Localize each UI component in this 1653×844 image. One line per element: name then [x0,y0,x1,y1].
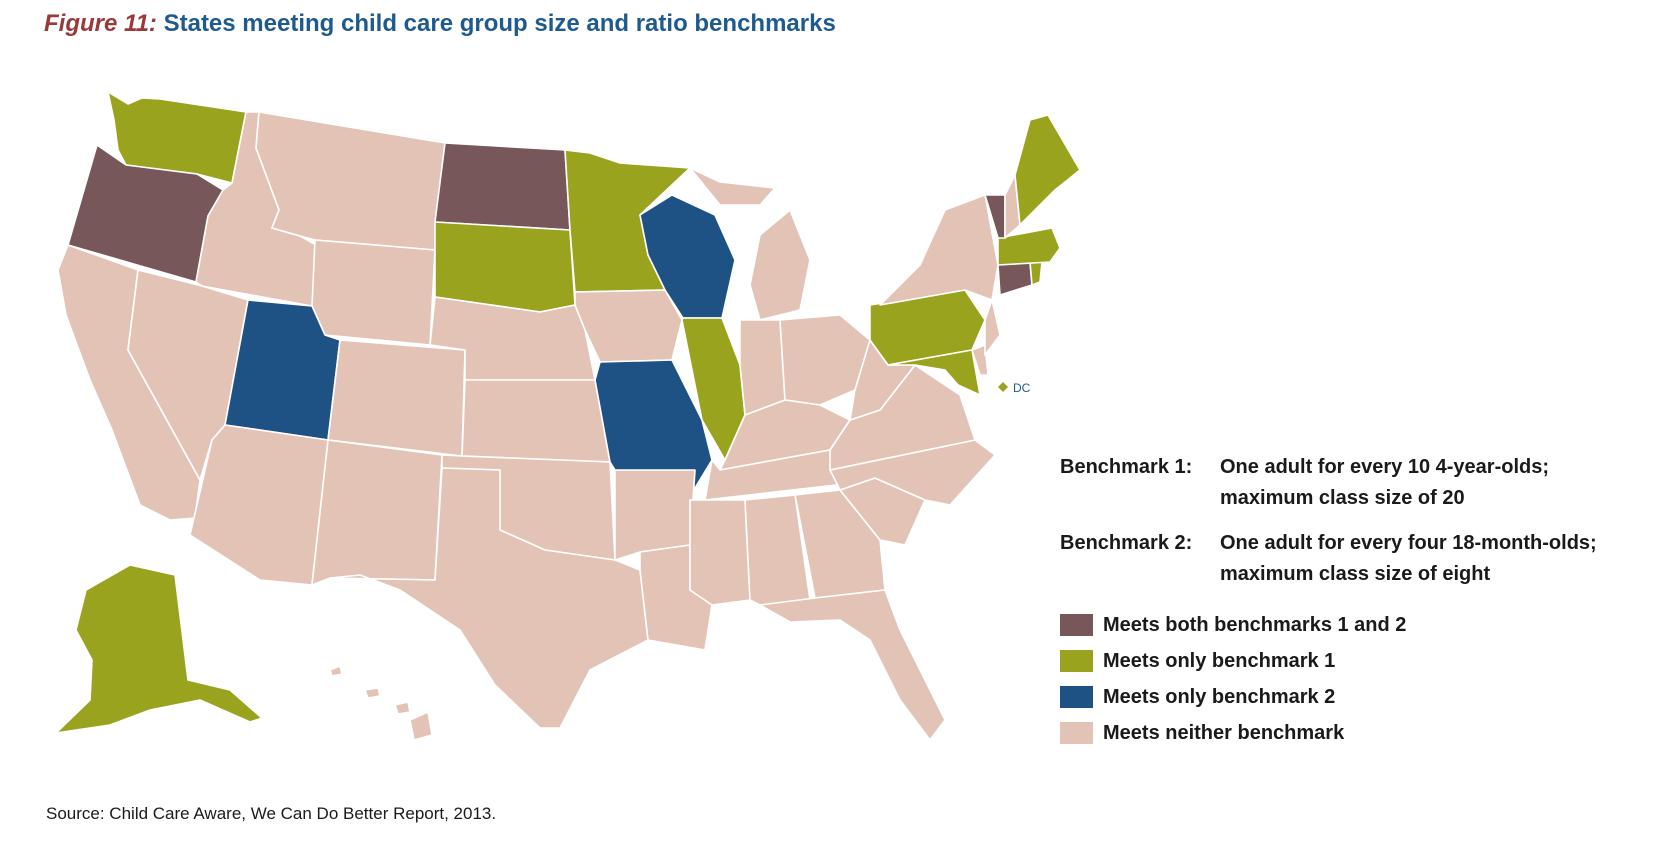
legend-swatch-only-1 [1060,650,1093,672]
figure-title-text: States meeting child care group size and… [163,10,836,37]
legend-item-only-2: Meets only benchmark 2 [1060,679,1406,715]
legend-label-neither: Meets neither benchmark [1103,721,1345,744]
source-note: Source: Child Care Aware, We Can Do Bett… [46,804,497,823]
state-hawaii-4[interactable] [409,711,433,741]
benchmark-2: Benchmark 2: One adult for every four 18… [1060,528,1597,590]
benchmark-1-text: One adult for every 10 4-year-olds; maxi… [1220,452,1549,514]
benchmark-1-label: Benchmark 1: [1060,456,1193,478]
legend-item-only-1: Meets only benchmark 1 [1060,643,1406,679]
benchmark-2-text: One adult for every four 18-month-olds; … [1220,528,1597,590]
benchmark-2-line2: maximum class size of eight [1220,563,1491,585]
benchmark-1-line2: maximum class size of 20 [1220,487,1465,509]
benchmark-1: Benchmark 1: One adult for every 10 4-ye… [1060,452,1597,514]
state-south-dakota[interactable] [434,221,576,313]
benchmark-definitions: Benchmark 1: One adult for every 10 4-ye… [1060,452,1597,604]
figure-label: Figure 11: [44,10,157,37]
state-north-dakota[interactable] [434,142,571,231]
state-georgia[interactable] [794,489,886,599]
state-delaware[interactable] [971,344,989,376]
benchmark-1-line1: One adult for every 10 4-year-olds; [1220,456,1550,478]
figure-title: Figure 11: States meeting child care gro… [44,10,836,38]
dc-label: DC [1013,381,1031,395]
state-texas[interactable] [329,467,649,729]
state-kansas[interactable] [461,379,611,463]
state-missouri[interactable] [594,359,713,489]
state-rhode-island[interactable] [1029,261,1043,286]
legend-swatch-neither [1060,722,1093,744]
state-hawaii-3[interactable] [394,701,411,715]
legend-label-both: Meets both benchmarks 1 and 2 [1103,613,1407,636]
state-hawaii-2[interactable] [364,687,381,699]
legend-item-neither: Meets neither benchmark [1060,715,1406,751]
state-montana[interactable] [255,111,446,251]
state-north-carolina[interactable] [829,439,996,506]
state-new-jersey[interactable] [984,299,1001,356]
map-legend: Meets both benchmarks 1 and 2 Meets only… [1060,607,1406,751]
state-hawaii-1[interactable] [329,665,343,677]
state-arizona[interactable] [189,424,329,586]
state-new-mexico[interactable] [311,439,443,586]
legend-swatch-only-2 [1060,686,1093,708]
state-mississippi[interactable] [689,499,751,606]
benchmark-2-line1: One adult for every four 18-month-olds; [1220,532,1597,554]
state-connecticut[interactable] [997,261,1033,296]
state-wyoming[interactable] [311,239,436,346]
state-iowa[interactable] [574,289,683,363]
legend-item-both: Meets both benchmarks 1 and 2 [1060,607,1406,643]
legend-label-only-2: Meets only benchmark 2 [1103,685,1336,708]
legend-label-only-1: Meets only benchmark 1 [1103,649,1336,672]
dc-marker[interactable] [998,382,1008,392]
state-new-york[interactable] [879,194,999,306]
benchmark-2-label: Benchmark 2: [1060,532,1193,554]
state-alaska[interactable] [55,564,263,734]
state-colorado[interactable] [327,339,466,457]
state-maine[interactable] [1014,114,1081,226]
state-massachusetts[interactable] [997,227,1061,266]
state-michigan[interactable] [749,209,811,321]
legend-swatch-both [1060,614,1093,636]
state-florida[interactable] [759,589,946,741]
state-michigan-up[interactable] [689,167,776,206]
